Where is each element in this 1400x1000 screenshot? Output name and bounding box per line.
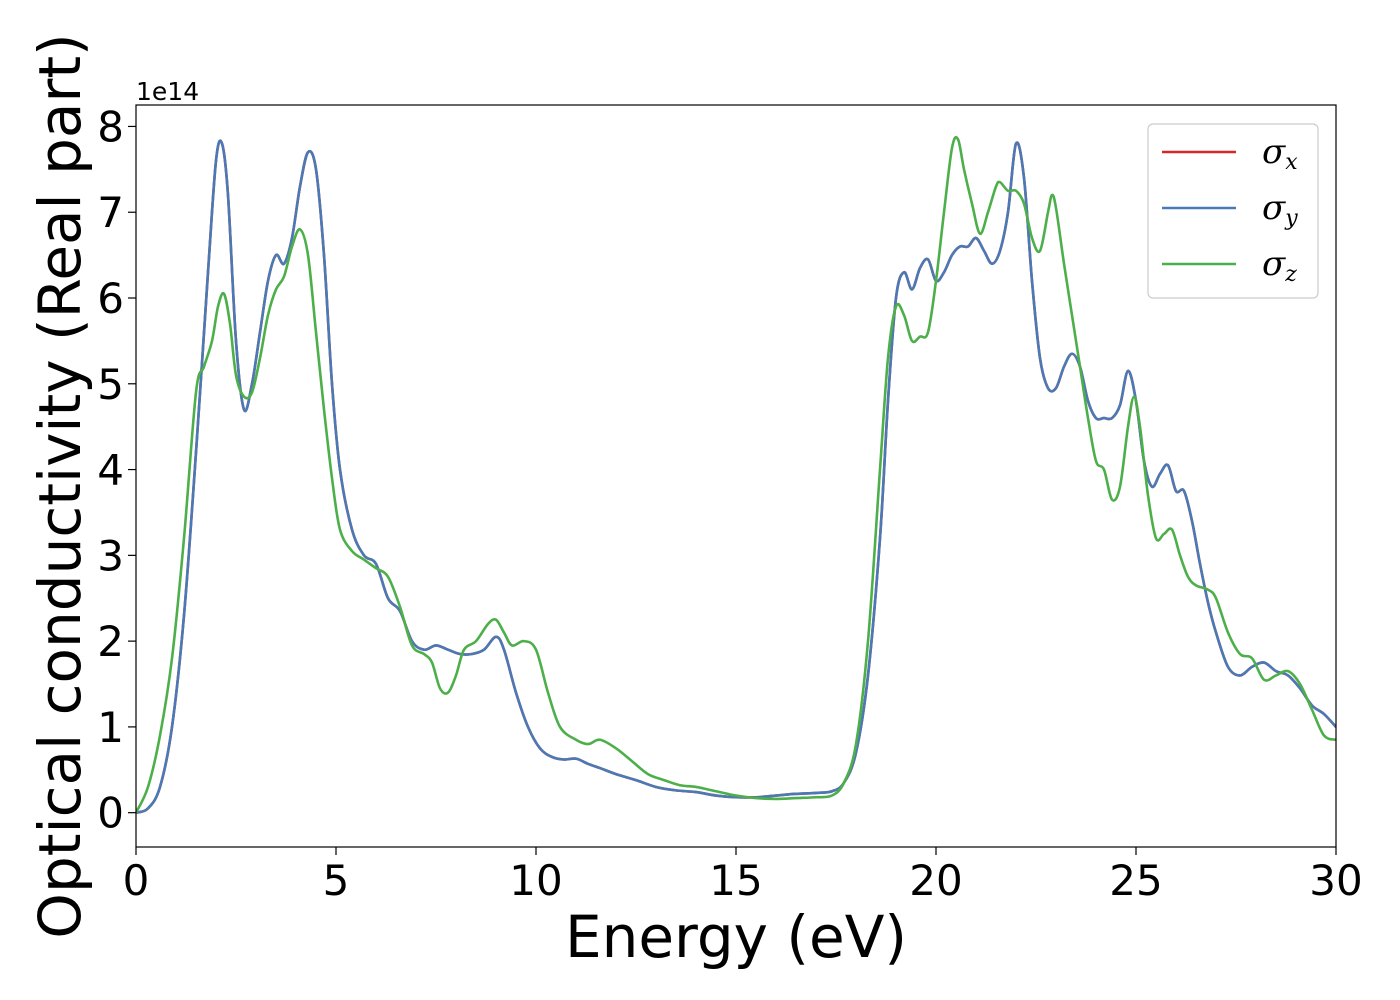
y-tick-label: 0 <box>97 789 124 838</box>
series-layer <box>136 135 1336 814</box>
y-tick-label: 1 <box>97 703 124 752</box>
x-tick-label: 5 <box>323 856 350 905</box>
legend-entry: σx <box>1262 132 1298 175</box>
y-axis-ticks: 0 1 2 3 4 5 6 7 8 <box>97 102 136 838</box>
series-line-z <box>136 135 1336 814</box>
y-tick-label: 5 <box>97 360 124 409</box>
legend-box <box>1147 123 1319 299</box>
y-tick-label: 3 <box>97 531 124 580</box>
x-tick-label: 25 <box>1109 856 1162 905</box>
x-tick-label: 30 <box>1309 856 1362 905</box>
x-tick-label: 20 <box>909 856 962 905</box>
x-tick-label: 0 <box>123 856 150 905</box>
y-tick-label: 7 <box>97 188 124 237</box>
x-axis-label: Energy (eV) <box>565 903 907 971</box>
x-tick-label: 15 <box>709 856 762 905</box>
y-tick-label: 2 <box>97 617 124 666</box>
legend-entry: σz <box>1262 244 1297 287</box>
legend-entry: σy <box>1262 188 1298 231</box>
y-axis-offset-text: 1e14 <box>136 77 199 106</box>
legend: σx σy σz <box>1147 123 1319 299</box>
y-tick-label: 4 <box>97 446 124 495</box>
x-tick-label: 10 <box>509 856 562 905</box>
y-axis-label: Optical conductivity (Real part) <box>26 33 94 938</box>
y-tick-label: 8 <box>97 102 124 151</box>
y-tick-label: 6 <box>97 274 124 323</box>
x-axis-ticks: 0 5 10 15 20 25 30 <box>123 847 1363 905</box>
